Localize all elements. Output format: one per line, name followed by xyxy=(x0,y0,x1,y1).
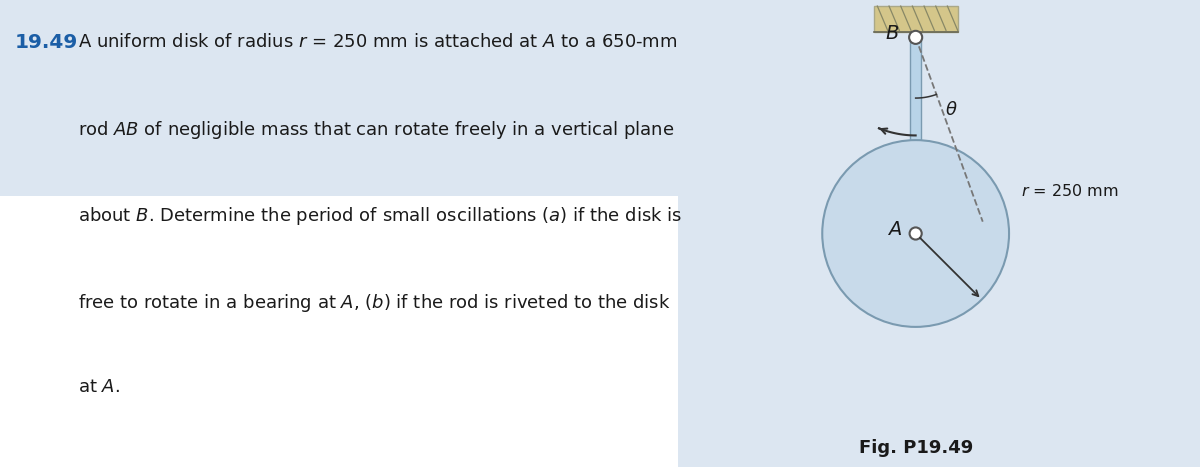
Circle shape xyxy=(910,31,922,44)
Text: free to rotate in a bearing at $A$, $(b)$ if the rod is riveted to the disk: free to rotate in a bearing at $A$, $(b)… xyxy=(78,292,671,314)
Text: A uniform disk of radius $r$ = 250 mm is attached at $A$ to a 650-mm: A uniform disk of radius $r$ = 250 mm is… xyxy=(78,33,677,51)
Text: $B$: $B$ xyxy=(886,24,899,43)
Text: rod $AB$ of negligible mass that can rotate freely in a vertical plane: rod $AB$ of negligible mass that can rot… xyxy=(78,119,674,141)
Text: $A$: $A$ xyxy=(887,220,901,239)
Text: Fig. P19.49: Fig. P19.49 xyxy=(858,439,973,457)
Circle shape xyxy=(822,140,1009,327)
Text: $r$ = 250 mm: $r$ = 250 mm xyxy=(1021,184,1118,199)
Text: at $A$.: at $A$. xyxy=(78,378,120,396)
Circle shape xyxy=(910,227,922,240)
Text: 19.49: 19.49 xyxy=(14,33,78,52)
Text: $\theta$: $\theta$ xyxy=(944,101,958,119)
Bar xyxy=(874,6,958,32)
Bar xyxy=(910,37,922,234)
Text: about $B$. Determine the period of small oscillations $(a)$ if the disk is: about $B$. Determine the period of small… xyxy=(78,205,682,227)
